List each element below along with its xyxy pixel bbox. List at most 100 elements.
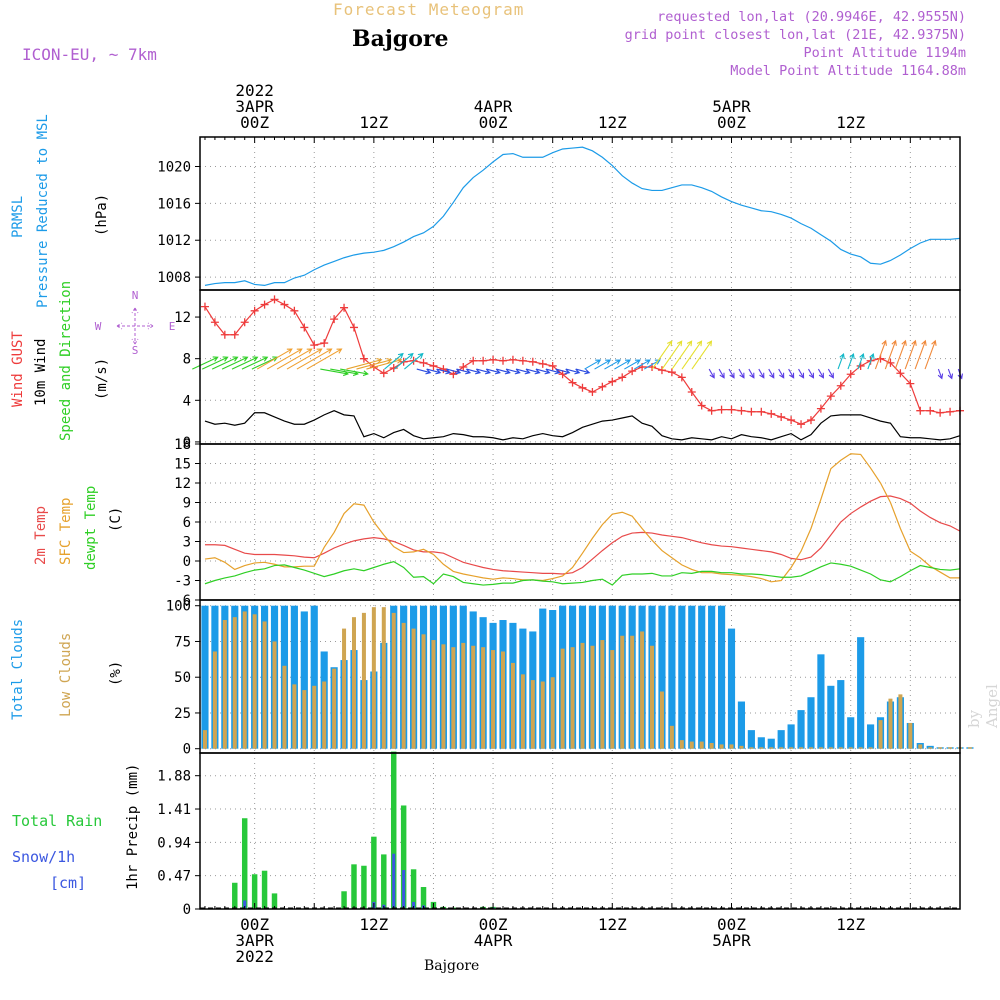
point-altitude: Point Altitude 1194m [803,45,966,61]
gust-marker [200,302,209,311]
gust-marker [777,412,786,421]
low-clouds-bar [858,747,863,749]
gust-marker [747,407,756,416]
total-clouds-label: Total Clouds [10,619,26,720]
low-clouds-bar [202,730,207,749]
low-clouds-bar [491,650,496,749]
low-clouds-bar [272,641,277,749]
low-clouds-bar [620,635,625,749]
wind-direction-arrow [847,352,855,370]
total-clouds-bar [688,605,696,749]
low-clouds-bar [441,644,446,749]
total-clouds-bar [837,680,845,749]
pressure-line [204,146,961,286]
gust-marker [499,356,508,365]
wind-direction-arrow [594,359,612,370]
low-clouds-bar [510,662,515,749]
gust-marker [727,405,736,414]
ytick-label: 50 [174,670,191,686]
gust-marker [518,356,527,365]
gust-marker [697,401,706,410]
wind-direction-arrow [535,368,551,375]
wind-direction-arrow [827,368,834,379]
total-clouds-bar [310,605,318,749]
rain-bar [261,870,268,909]
temp-unit: (C) [108,507,124,532]
total-clouds-bar [698,605,706,749]
low-clouds-bar [659,691,664,749]
wind-direction-arrow [266,348,303,370]
sfc-temp-label: SFC Temp [58,498,74,565]
low-clouds-bar [640,631,645,749]
time-label-bottom: 4APR [474,931,513,950]
gust-marker [906,379,915,388]
wind-direction-arrow [768,368,775,379]
ytick-label: 1016 [157,196,191,212]
wind-direction-arrow [614,359,632,370]
gust-marker [270,295,279,304]
low-clouds-bar [908,722,913,749]
total-clouds-bar [857,637,865,749]
gust-marker [846,370,855,379]
ytick-label: -3 [174,574,191,590]
low-clouds-bar [550,677,555,749]
wind-direction-arrow [256,348,293,370]
wind-direction-arrow [884,339,897,370]
gust-marker [538,359,547,368]
wind10m-label: 10m Wind [33,339,49,406]
ytick-label: 1020 [157,159,191,175]
gust-marker [797,420,806,429]
time-label-bottom: 12Z [359,915,388,934]
low-clouds-bar [560,648,565,749]
gust-marker [230,330,239,339]
pressure-label-2: Pressure Reduced to MSL [35,114,51,308]
gust-marker [936,408,945,417]
gust-marker [469,356,478,365]
wind-direction-arrow [296,348,333,370]
low-clouds-bar [928,747,933,749]
low-clouds-bar [391,612,396,749]
low-clouds-bar [401,622,406,749]
low-clouds-bar [481,647,486,749]
compass-e: E [169,320,176,333]
total-clouds-bar [678,605,686,749]
compass-n: N [132,289,139,302]
gust-marker [508,355,517,364]
wind-direction-arrow [366,358,403,370]
wind-direction-arrow [798,368,805,379]
low-clouds-bar [431,640,436,749]
ytick-label: 25 [174,706,191,722]
panel-frame [199,752,961,910]
sfc-temp-line [204,453,960,583]
gust-marker [449,370,458,379]
gust-marker [459,363,468,371]
ytick-label: 12 [174,476,191,492]
low-clouds-bar [361,612,366,749]
ytick-label: 8 [183,352,191,368]
snow-bar [412,901,416,909]
low-clouds-bar [679,740,684,749]
wind-direction-arrow [728,368,735,379]
total-clouds-bar [747,730,755,749]
wind-direction-arrow [486,368,501,375]
time-label-top: 5APR [712,97,751,116]
ytick-label: 0 [183,902,191,918]
low-clouds-bar [600,640,605,749]
gust-marker [806,416,815,425]
wind-direction-arrow [286,348,323,370]
gust-marker [379,369,388,378]
time-label-top: 00Z [240,113,269,132]
low-clouds-bar [520,674,525,749]
low-clouds-bar [222,620,227,749]
gust-marker [588,387,597,396]
bottom-station-label: Bajgore [424,958,480,974]
low-clouds-bar [282,665,287,749]
model-label: ICON-EU, ~ 7km [22,45,157,64]
ytick-label: 0.94 [157,835,191,851]
low-clouds-bar [242,611,247,749]
model-altitude: Model Point Altitude 1164.88m [730,63,966,79]
gust-marker [816,404,825,413]
low-clouds-bar [709,742,714,749]
time-label-bottom: 00Z [479,915,508,934]
low-clouds-bar [848,747,853,749]
